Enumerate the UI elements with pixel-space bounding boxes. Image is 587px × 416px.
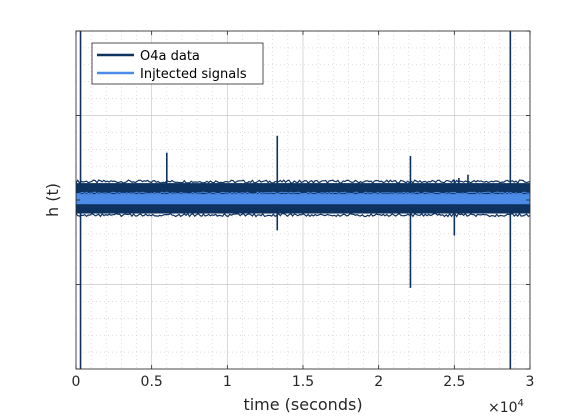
injected-signals-band	[76, 194, 530, 205]
injected-signals-edge	[75, 191, 531, 195]
x-tick-label: 2.5	[443, 374, 465, 390]
x-axis-label: time (seconds)	[243, 395, 362, 414]
x-tick-label: 1	[223, 374, 232, 390]
x-multiplier: ×104	[488, 398, 524, 416]
y-axis-label: h (t)	[43, 183, 62, 217]
legend-label-o4a: O4a data	[140, 49, 200, 64]
legend-label-injected: Injtected signals	[140, 67, 247, 82]
x-tick-label: 3	[526, 374, 535, 390]
legend-box	[91, 42, 264, 85]
x-tick-label: 2	[374, 374, 383, 390]
ticks: 0 0.5 1 1.5 2 2.5 3	[72, 30, 535, 390]
x-tick-label: 1.5	[292, 374, 314, 390]
x-tick-label: 0.5	[141, 374, 163, 390]
legend: O4a data Injtected signals	[91, 42, 264, 85]
data-layer	[75, 31, 531, 369]
x-tick-label: 0	[72, 374, 81, 390]
